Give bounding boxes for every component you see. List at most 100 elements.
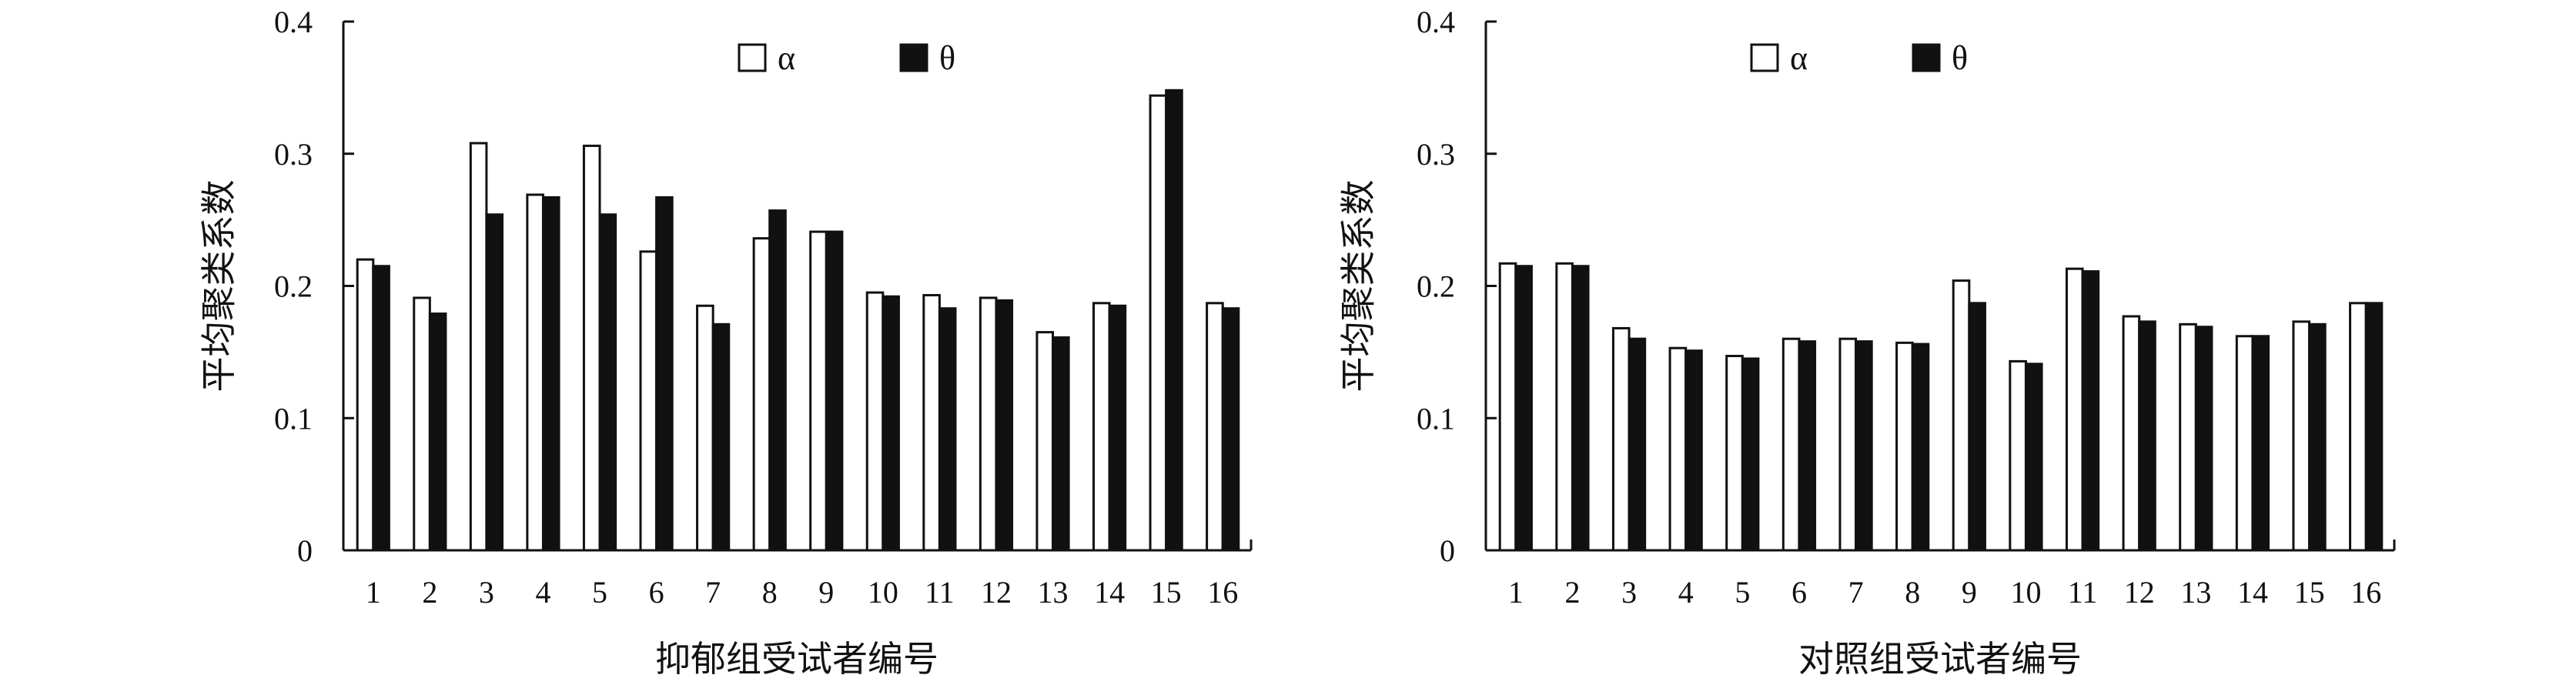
bar-alpha bbox=[1781, 337, 1801, 552]
bar-alpha bbox=[1035, 331, 1055, 552]
legend-label-theta: θ bbox=[939, 39, 955, 77]
bar-alpha bbox=[2009, 359, 2027, 552]
x-tick-label: 10 bbox=[2010, 575, 2041, 610]
bar-alpha bbox=[1555, 262, 1574, 552]
bar-alpha bbox=[639, 250, 658, 552]
x-tick-label: 4 bbox=[535, 575, 550, 610]
y-axis-title: 平均聚类系数 bbox=[1339, 180, 1378, 393]
x-tick-label: 2 bbox=[1564, 575, 1580, 610]
y-tick-label: 0.1 bbox=[274, 401, 313, 436]
bar-alpha bbox=[2235, 335, 2254, 552]
bar-theta bbox=[2194, 326, 2213, 552]
bar-alpha bbox=[526, 193, 544, 552]
x-tick-label: 6 bbox=[1791, 575, 1807, 610]
bar-alpha bbox=[469, 142, 488, 552]
bar-alpha bbox=[1838, 337, 1858, 552]
x-tick-label: 4 bbox=[1678, 575, 1694, 610]
y-tick-label: 0.1 bbox=[1417, 401, 1455, 436]
bar-alpha bbox=[2179, 322, 2197, 552]
bar-theta bbox=[1165, 89, 1183, 552]
bar-alpha bbox=[2349, 302, 2367, 552]
y-tick-label: 0 bbox=[297, 533, 313, 568]
bar-alpha bbox=[696, 304, 714, 552]
y-tick-label: 0.2 bbox=[274, 269, 313, 304]
bar-alpha bbox=[1895, 341, 1914, 552]
x-tick-label: 15 bbox=[2294, 575, 2325, 610]
legend-swatch-theta bbox=[899, 43, 928, 72]
bar-alpha bbox=[752, 237, 771, 552]
legend-label-alpha: α bbox=[1790, 39, 1808, 77]
y-tick-label: 0.3 bbox=[274, 137, 313, 172]
bar-theta bbox=[428, 312, 447, 552]
bar-theta bbox=[1684, 349, 1703, 552]
bar-theta bbox=[1514, 265, 1533, 552]
x-tick-label: 6 bbox=[649, 575, 664, 610]
bar-alpha bbox=[1725, 355, 1744, 552]
x-tick-label: 12 bbox=[981, 575, 1012, 610]
x-tick-label: 8 bbox=[1905, 575, 1920, 610]
y-tick-label: 0.4 bbox=[274, 5, 313, 39]
bar-alpha bbox=[413, 296, 431, 552]
bar-alpha bbox=[1611, 326, 1631, 552]
x-tick-label: 3 bbox=[479, 575, 494, 610]
bar-theta bbox=[485, 213, 504, 552]
bar-theta bbox=[1855, 340, 1873, 552]
x-tick-label: 13 bbox=[2180, 575, 2211, 610]
bar-alpha bbox=[356, 258, 375, 552]
x-tick-label: 1 bbox=[1508, 575, 1524, 610]
bar-theta bbox=[768, 209, 787, 552]
bar-alpha bbox=[1498, 262, 1517, 552]
x-tick-label: 10 bbox=[868, 575, 898, 610]
x-tick-label: 11 bbox=[925, 575, 955, 610]
bar-alpha bbox=[2065, 267, 2084, 552]
bar-alpha bbox=[1206, 302, 1224, 552]
legend-label-alpha: α bbox=[778, 39, 795, 77]
bar-theta bbox=[2138, 320, 2156, 552]
x-tick-label: 9 bbox=[1962, 575, 1977, 610]
x-tick-label: 5 bbox=[592, 575, 607, 610]
bar-alpha bbox=[1149, 94, 1168, 552]
bar-theta bbox=[1108, 304, 1127, 552]
y-tick-label: 0 bbox=[1440, 533, 1455, 568]
bar-theta bbox=[2251, 335, 2270, 552]
x-tick-label: 7 bbox=[1848, 575, 1864, 610]
bar-alpha bbox=[1668, 346, 1688, 552]
bar-alpha bbox=[865, 291, 885, 552]
bar-theta bbox=[1968, 302, 1986, 552]
x-axis-title: 对照组受试者编号 bbox=[1798, 640, 2082, 679]
x-tick-label: 3 bbox=[1621, 575, 1637, 610]
bar-theta bbox=[598, 213, 617, 552]
bar-alpha bbox=[1092, 302, 1111, 552]
bar-theta bbox=[995, 299, 1014, 552]
bar-theta bbox=[1911, 342, 1930, 552]
x-tick-label: 11 bbox=[2068, 575, 2098, 610]
bar-theta bbox=[372, 265, 390, 552]
legend-swatch-alpha bbox=[1750, 43, 1779, 72]
x-tick-label: 14 bbox=[2237, 575, 2268, 610]
bar-alpha bbox=[809, 230, 828, 552]
bar-theta bbox=[1798, 340, 1817, 552]
x-tick-label: 14 bbox=[1094, 575, 1125, 610]
x-tick-label: 8 bbox=[762, 575, 778, 610]
legend-swatch-alpha bbox=[738, 43, 767, 72]
bar-theta bbox=[711, 322, 731, 552]
bar-alpha bbox=[922, 294, 941, 552]
bar-theta bbox=[541, 195, 560, 552]
x-tick-label: 9 bbox=[818, 575, 834, 610]
bar-theta bbox=[2308, 322, 2327, 552]
bar-theta bbox=[1628, 337, 1647, 552]
bar-theta bbox=[655, 195, 674, 552]
x-tick-label: 13 bbox=[1038, 575, 1069, 610]
bar-alpha bbox=[979, 296, 998, 552]
y-axis-title: 平均聚类系数 bbox=[199, 180, 239, 393]
bar-theta bbox=[2364, 302, 2384, 552]
bar-theta bbox=[825, 230, 844, 552]
x-tick-label: 7 bbox=[705, 575, 721, 610]
bar-theta bbox=[2024, 363, 2043, 552]
x-tick-label: 16 bbox=[2350, 575, 2381, 610]
bar-theta bbox=[1221, 307, 1240, 552]
bar-theta bbox=[2081, 270, 2100, 552]
